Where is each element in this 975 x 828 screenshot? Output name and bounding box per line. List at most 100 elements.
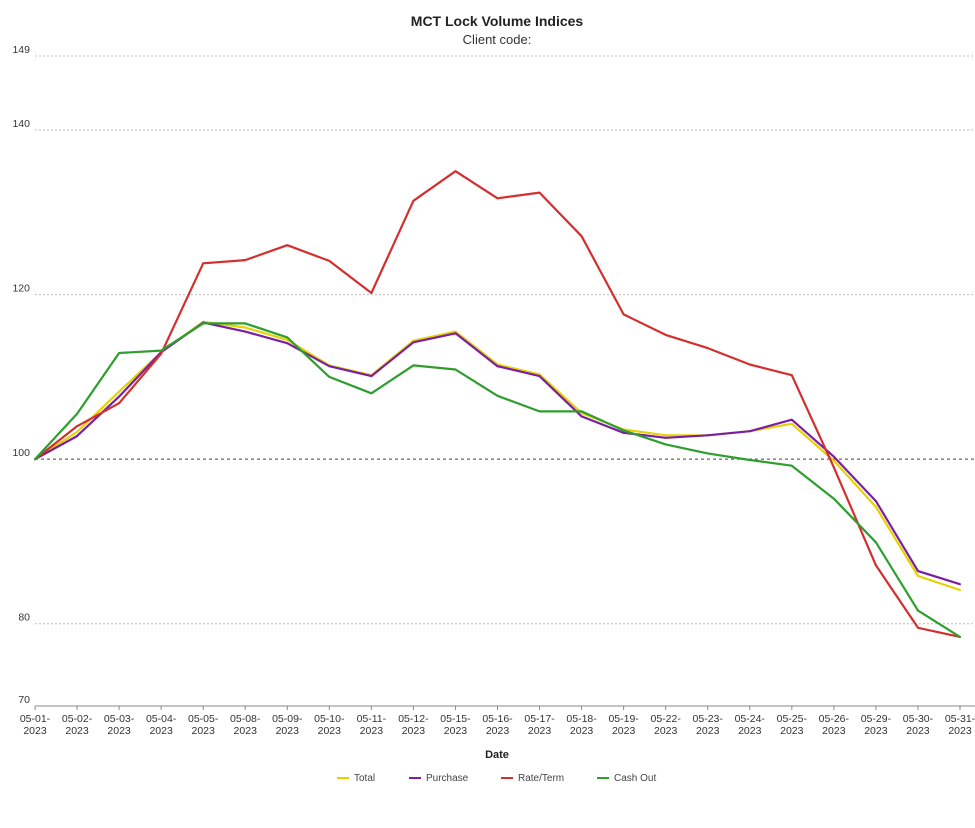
x-tick-label: 05-01-2023 xyxy=(20,713,51,737)
data-point xyxy=(748,430,751,433)
data-point xyxy=(202,262,205,265)
axes: 70 80 100 120 140 149 05-01-2023 05-02-2023 05-0… xyxy=(12,44,975,737)
x-tick-label: 05-23-2023 xyxy=(693,713,724,737)
legend-label: Total xyxy=(354,773,375,784)
chart-title: MCT Lock Volume Indices xyxy=(411,13,584,29)
y-tick-label: 100 xyxy=(12,447,30,459)
data-point xyxy=(412,341,415,344)
series-lines xyxy=(34,170,961,638)
y-tick-label: 70 xyxy=(18,694,30,706)
x-tick-label: 05-24-2023 xyxy=(735,713,766,737)
series-line-total xyxy=(34,320,961,592)
y-tick-label: 80 xyxy=(18,612,30,624)
chart-subtitle: Client code: xyxy=(463,32,532,47)
data-point xyxy=(412,199,415,202)
data-point xyxy=(959,589,961,591)
x-tick-label: 05-11-2023 xyxy=(357,713,387,737)
legend-item-cash-out[interactable]: Cash Out xyxy=(597,773,656,784)
data-point xyxy=(874,541,877,544)
x-tick-label: 05-15-2023 xyxy=(440,713,471,737)
data-point xyxy=(244,259,247,262)
data-point xyxy=(244,322,247,325)
data-point xyxy=(917,570,919,573)
x-tick-label: 05-09-2023 xyxy=(272,713,303,737)
data-point xyxy=(959,635,961,638)
data-point xyxy=(328,375,331,378)
data-point xyxy=(202,322,205,325)
grid xyxy=(35,55,975,625)
data-point xyxy=(454,170,457,173)
x-tick-label: 05-30-2023 xyxy=(903,713,934,737)
x-tick-label: 05-22-2023 xyxy=(651,713,682,737)
data-point xyxy=(748,459,751,461)
data-point xyxy=(874,500,877,503)
x-tick-label: 05-04-2023 xyxy=(146,713,177,737)
x-axis-label: Date xyxy=(485,749,509,761)
data-point xyxy=(874,505,877,508)
data-point xyxy=(118,352,121,354)
x-tick-label: 05-19-2023 xyxy=(608,713,639,737)
x-tick-label: 05-29-2023 xyxy=(861,713,892,737)
x-tick-label: 05-08-2023 xyxy=(230,713,261,737)
data-point xyxy=(496,365,499,368)
data-point xyxy=(286,336,289,339)
data-point xyxy=(832,459,835,462)
data-point xyxy=(76,435,78,438)
data-point xyxy=(454,368,457,371)
data-point xyxy=(76,431,78,433)
x-tick-label: 05-16-2023 xyxy=(482,713,513,737)
data-point xyxy=(454,330,457,333)
series-line-rate-term xyxy=(34,170,961,638)
data-point xyxy=(917,626,919,629)
data-point xyxy=(580,410,583,413)
x-tick-label: 05-31-2023 xyxy=(945,713,975,737)
data-point xyxy=(790,422,793,425)
data-point xyxy=(370,375,373,378)
y-tick-label: 120 xyxy=(12,283,30,295)
data-point xyxy=(706,452,709,455)
x-tick-label: 05-03-2023 xyxy=(104,713,135,737)
x-tick-label: 05-18-2023 xyxy=(566,713,597,737)
series-line-purchase xyxy=(34,321,961,586)
data-point xyxy=(832,455,835,458)
legend-label: Cash Out xyxy=(614,773,656,784)
data-point xyxy=(664,436,667,439)
data-point xyxy=(496,394,499,397)
data-point xyxy=(244,326,247,329)
x-tick-label: 05-12-2023 xyxy=(398,713,429,737)
data-point xyxy=(34,458,36,461)
data-point xyxy=(580,235,583,238)
data-point xyxy=(370,392,373,395)
data-point xyxy=(118,395,121,398)
data-point xyxy=(160,352,163,355)
legend-item-total[interactable]: Total xyxy=(337,773,375,784)
data-point xyxy=(959,583,961,586)
data-point xyxy=(76,425,78,428)
data-point xyxy=(622,431,625,434)
data-point xyxy=(538,410,541,413)
x-tick-label: 05-25-2023 xyxy=(777,713,808,737)
data-point xyxy=(580,415,583,418)
data-point xyxy=(412,364,415,367)
data-point xyxy=(664,434,667,437)
legend-item-purchase[interactable]: Purchase xyxy=(409,773,469,784)
data-point xyxy=(917,575,919,577)
x-tick-label: 05-17-2023 xyxy=(524,713,555,737)
data-point xyxy=(328,365,331,368)
y-tick-label: 149 xyxy=(12,44,30,56)
data-point xyxy=(496,197,499,200)
data-point xyxy=(286,338,289,341)
data-point xyxy=(622,313,625,316)
data-point xyxy=(790,418,793,421)
data-point xyxy=(706,434,709,437)
data-point xyxy=(328,259,331,262)
data-point xyxy=(538,375,541,378)
x-tick-label: 05-10-2023 xyxy=(314,713,345,737)
data-point xyxy=(748,363,751,366)
legend-label: Purchase xyxy=(426,773,469,784)
legend[interactable]: Total Purchase Rate/Term Cash Out xyxy=(337,773,656,784)
data-point xyxy=(160,349,163,352)
legend-item-rate-term[interactable]: Rate/Term xyxy=(501,773,564,784)
